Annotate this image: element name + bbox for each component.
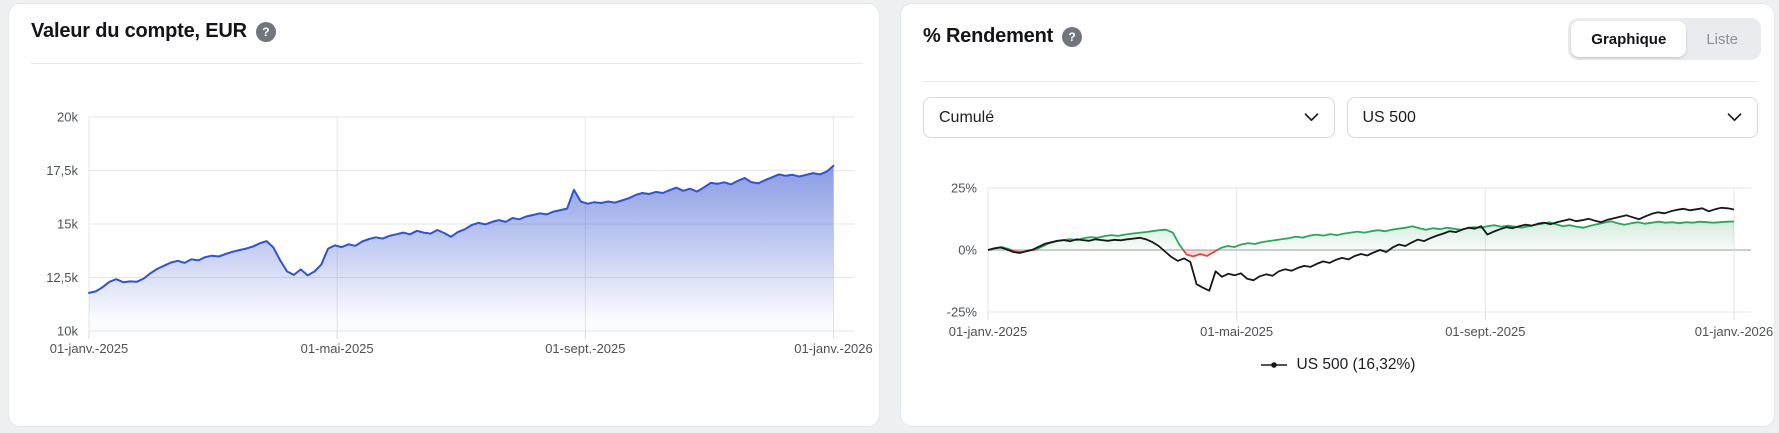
x-axis-label: 01-sept.-2025 <box>545 341 625 356</box>
chevron-down-icon <box>1304 113 1318 122</box>
chart-controls: Cumulé US 500 <box>923 97 1758 138</box>
return-chart[interactable]: 01-janv.-2025 01-mai-2025 01-sept.-2025 01-… <box>901 152 1776 352</box>
return-panel: % Rendement ? Graphique Liste Cumulé US … <box>900 3 1775 427</box>
account-value-panel: Valeur du compte, EUR ? 01-janv.-2025 01-… <box>8 3 880 427</box>
benchmark-legend-label: US 500 (16,32%) <box>1296 356 1416 373</box>
chevron-down-icon <box>1727 113 1742 122</box>
metric-dropdown-value: Cumulé <box>939 108 995 126</box>
y-axis-label: 20k <box>57 110 78 125</box>
account-value-line <box>88 164 835 294</box>
account-value-area <box>89 165 834 331</box>
x-axis-label: 01-mai-2025 <box>301 341 374 356</box>
header-divider <box>31 63 863 64</box>
benchmark-line <box>987 206 1735 292</box>
x-axis-label: 01-janv.-2026 <box>1695 324 1774 339</box>
toggle-graphique[interactable]: Graphique <box>1571 21 1687 57</box>
benchmark-dropdown[interactable]: US 500 <box>1346 97 1758 138</box>
account-value-chart[interactable]: 01-janv.-2025 01-mai-2025 01-sept.-2025 01-… <box>9 98 881 372</box>
return-title: % Rendement <box>923 25 1054 47</box>
portfolio-line-positive <box>987 220 1735 250</box>
help-icon[interactable]: ? <box>255 21 276 42</box>
y-axis-label: 12,5k <box>46 270 78 285</box>
x-axis-label: 01-janv.-2026 <box>794 341 873 356</box>
y-axis-label: 15k <box>57 217 78 232</box>
y-axis-label: -25% <box>947 305 978 320</box>
portfolio-area-positive <box>988 221 1734 250</box>
header-divider <box>923 81 1758 82</box>
y-axis-label: 17,5k <box>46 163 78 178</box>
account-value-header: Valeur du compte, EUR ? <box>31 20 276 43</box>
help-icon[interactable]: ? <box>1062 26 1083 47</box>
view-toggle: Graphique Liste <box>1568 18 1761 60</box>
y-axis-label: 25% <box>951 181 977 196</box>
account-value-title: Valeur du compte, EUR <box>31 20 247 42</box>
y-axis-label: 0% <box>958 243 977 258</box>
y-axis-label: 10k <box>57 324 78 339</box>
toggle-liste[interactable]: Liste <box>1686 21 1758 57</box>
metric-dropdown[interactable]: Cumulé <box>923 97 1335 138</box>
line-marker-icon <box>1260 362 1287 368</box>
x-axis-label: 01-janv.-2025 <box>949 324 1028 339</box>
x-axis-label: 01-mai-2025 <box>1200 324 1273 339</box>
benchmark-dropdown-value: US 500 <box>1362 108 1416 126</box>
x-axis-label: 01-janv.-2025 <box>50 341 129 356</box>
return-header: % Rendement ? <box>923 25 1083 48</box>
benchmark-legend[interactable]: US 500 (16,32%) <box>901 356 1774 374</box>
x-axis-label: 01-sept.-2025 <box>1445 324 1525 339</box>
